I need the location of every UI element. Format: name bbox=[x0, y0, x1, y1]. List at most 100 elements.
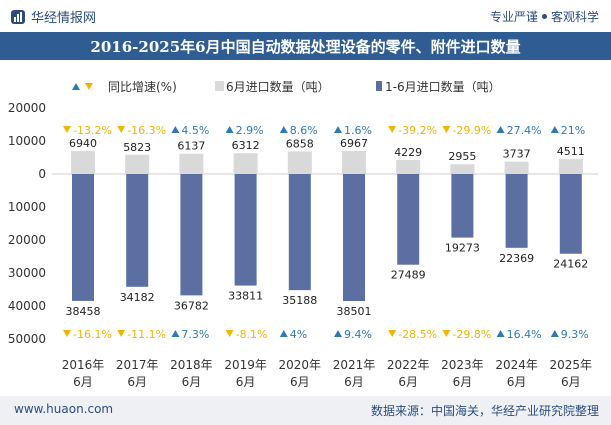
june-growth-label: 1.6% bbox=[334, 124, 372, 137]
june-bar bbox=[504, 161, 529, 174]
legend-ytd-swatch bbox=[376, 81, 382, 91]
y-tick-label: 20000 bbox=[8, 233, 46, 247]
ytd-growth-label-up-icon bbox=[496, 330, 505, 337]
legend-june-label: 6月进口数量（吨） bbox=[226, 79, 330, 94]
ytd-growth-label-text: -28.5% bbox=[398, 328, 437, 341]
x-tick-month-label: 6月 bbox=[507, 375, 527, 389]
ytd-growth-label: 9.3% bbox=[550, 328, 589, 341]
june-growth-label-text: -29.9% bbox=[452, 124, 491, 137]
ytd-growth-label-text: 9.4% bbox=[344, 328, 372, 341]
x-tick-month-label: 6月 bbox=[290, 375, 310, 389]
june-value-label: 4511 bbox=[557, 145, 585, 158]
legend-june-swatch bbox=[215, 81, 224, 91]
tagline-right: 客观科学 bbox=[550, 10, 599, 24]
brand-name: 华经情报网 bbox=[31, 11, 97, 26]
june-bar bbox=[287, 151, 312, 174]
ytd-growth-label-text: 16.4% bbox=[507, 328, 542, 341]
june-value-label: 3737 bbox=[503, 148, 531, 161]
tagline: 专业严谨 客观科学 bbox=[490, 8, 599, 25]
june-growth-label-text: -16.3% bbox=[127, 124, 166, 137]
ytd-bar bbox=[397, 174, 420, 265]
ytd-growth-label-down-icon bbox=[225, 330, 234, 337]
ytd-value-label: 19273 bbox=[445, 242, 480, 255]
ytd-bar bbox=[505, 174, 528, 248]
june-growth-label-down-icon bbox=[388, 126, 397, 133]
x-tick-month-label: 6月 bbox=[561, 375, 581, 389]
x-axis-labels: 2016年 6月 2017年 6月 2018年 6月 2019年 6月 2020年 6月 2021年… bbox=[62, 358, 592, 389]
ytd-growth-label-up-icon bbox=[171, 330, 180, 337]
ytd-growth-label: 16.4% bbox=[496, 328, 542, 341]
june-value-label: 6312 bbox=[232, 139, 260, 152]
june-value-label: 6858 bbox=[286, 137, 314, 150]
ytd-growth-label: 7.3% bbox=[171, 328, 209, 341]
y-tick-label: 50000 bbox=[8, 332, 46, 346]
ytd-value-label: 24162 bbox=[553, 258, 588, 271]
june-bar bbox=[179, 153, 204, 174]
x-tick-year-label: 2018年 bbox=[170, 358, 213, 372]
ytd-growth-label-up-icon bbox=[550, 330, 559, 337]
ytd-value-label: 34182 bbox=[120, 291, 155, 304]
june-growth-label: -16.3% bbox=[117, 124, 166, 137]
ytd-growth-label-text: 9.3% bbox=[561, 328, 589, 341]
x-tick-year-label: 2024年 bbox=[495, 358, 538, 372]
ytd-value-label: 38501 bbox=[337, 305, 372, 318]
ytd-growth-label-down-icon bbox=[388, 330, 397, 337]
june-growth-label-text: 21% bbox=[561, 124, 585, 137]
june-growth-label-text: 4.5% bbox=[181, 124, 209, 137]
june-growth-label-down-icon bbox=[117, 126, 126, 133]
june-growth-label: 27.4% bbox=[496, 124, 542, 137]
june-value-label: 6967 bbox=[340, 137, 368, 150]
ytd-bar bbox=[343, 174, 365, 302]
ytd-growth-label-text: 7.3% bbox=[181, 328, 209, 341]
x-tick-year-label: 2020年 bbox=[279, 358, 322, 372]
june-growth-label: 2.9% bbox=[225, 124, 264, 137]
chart-title: 2016-2025年6月中国自动数据处理设备的零件、附件进口数量 bbox=[90, 38, 521, 56]
ytd-growth-label-down-icon bbox=[442, 330, 451, 337]
ytd-growth-label-up-icon bbox=[334, 330, 342, 337]
tagline-dot-icon bbox=[541, 14, 547, 19]
ytd-growth-label: -29.8% bbox=[442, 328, 491, 341]
june-growth-label-text: 27.4% bbox=[507, 124, 542, 137]
legend-ytd-label: 1-6月进口数量（吨） bbox=[385, 79, 501, 94]
ytd-growth-label-text: -11.1% bbox=[127, 328, 166, 341]
y-tick-label: 20000 bbox=[8, 101, 46, 115]
top-bar: 华经情报网 专业严谨 客观科学 bbox=[0, 0, 611, 32]
june-growth-label-up-icon bbox=[496, 126, 505, 133]
ytd-growth-label-up-icon bbox=[279, 330, 288, 337]
x-tick-month-label: 6月 bbox=[182, 375, 202, 389]
june-growth-label-up-icon bbox=[279, 126, 288, 133]
ytd-growth-label: -28.5% bbox=[388, 328, 437, 341]
june-bar bbox=[125, 154, 150, 174]
june-bar bbox=[396, 160, 421, 174]
y-tick-label: 40000 bbox=[8, 299, 46, 313]
x-tick-year-label: 2017年 bbox=[116, 358, 159, 372]
june-growth-label: -29.9% bbox=[442, 124, 491, 137]
x-tick-year-label: 2023年 bbox=[441, 358, 484, 372]
y-tick-label: 10000 bbox=[8, 200, 46, 214]
footer-source: 数据来源：中国海关，华经产业研究院整理 bbox=[370, 404, 599, 418]
ytd-growth-label: 9.4% bbox=[334, 328, 372, 341]
legend-growth-label: 同比增速(%) bbox=[108, 80, 177, 94]
june-growth-label-up-icon bbox=[550, 126, 559, 133]
june-bar bbox=[233, 153, 258, 174]
june-growth-label-down-icon bbox=[442, 126, 451, 133]
june-growth-label: 21% bbox=[550, 124, 585, 137]
x-tick-year-label: 2016年 bbox=[62, 358, 105, 372]
ytd-growth-label: 4% bbox=[279, 328, 307, 341]
ytd-value-label: 33811 bbox=[228, 290, 263, 303]
ytd-value-label: 35188 bbox=[282, 294, 317, 307]
x-tick-month-label: 6月 bbox=[453, 375, 473, 389]
june-value-label: 5823 bbox=[123, 141, 151, 154]
ytd-bar bbox=[126, 174, 149, 287]
ytd-value-label: 27489 bbox=[391, 269, 426, 282]
brand-logo-icon bbox=[11, 9, 25, 24]
june-growth-label-text: -39.2% bbox=[398, 124, 437, 137]
june-bar bbox=[342, 151, 366, 174]
june-growth-label-text: -13.2% bbox=[73, 124, 112, 137]
x-tick-month-label: 6月 bbox=[127, 375, 147, 389]
june-bar bbox=[71, 151, 95, 174]
june-growth-label-down-icon bbox=[63, 126, 71, 133]
june-growth-label: -13.2% bbox=[63, 124, 112, 137]
ytd-bar bbox=[559, 174, 582, 254]
ytd-value-label: 38458 bbox=[66, 305, 101, 318]
